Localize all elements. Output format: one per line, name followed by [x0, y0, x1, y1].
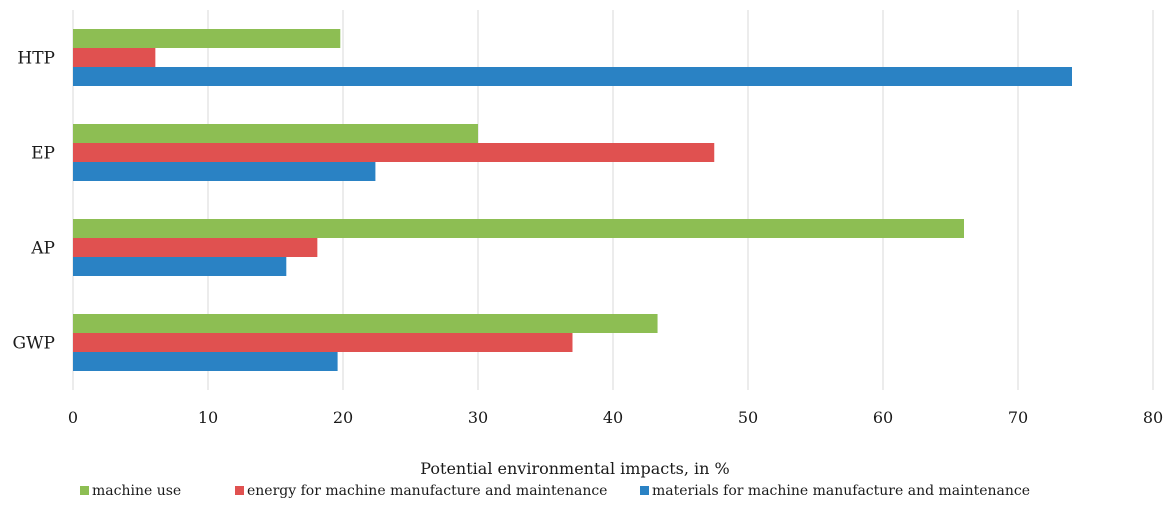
bar-gwp-series-2: [73, 333, 573, 352]
bar-ep-series-3: [73, 162, 376, 181]
legend-label: machine use: [92, 483, 181, 499]
bar-gwp-series-3: [73, 352, 338, 371]
x-tick-label: 0: [68, 408, 78, 427]
legend-swatch: [640, 486, 649, 495]
bar-htp-series-2: [73, 48, 156, 67]
legend-label: materials for machine manufacture and ma…: [652, 483, 1030, 499]
x-axis-title: Potential environmental impacts, in %: [420, 459, 729, 478]
bars: [73, 29, 1072, 371]
bar-htp-series-3: [73, 67, 1072, 86]
bar-gwp-series-1: [73, 314, 658, 333]
x-tick-label: 40: [603, 408, 623, 427]
x-tick-label: 70: [1008, 408, 1028, 427]
category-label: HTP: [17, 49, 55, 69]
bar-ep-series-2: [73, 143, 715, 162]
bar-htp-series-1: [73, 29, 341, 48]
legend: machine use energy for machine manufactur…: [80, 483, 1030, 499]
x-tick-label: 10: [198, 408, 218, 427]
bar-ap-series-3: [73, 257, 287, 276]
legend-swatch: [235, 486, 244, 495]
x-tick-label: 80: [1143, 408, 1163, 427]
bar-ap-series-1: [73, 219, 964, 238]
x-tick-label: 50: [738, 408, 758, 427]
category-label: EP: [31, 144, 55, 164]
category-label: AP: [30, 239, 55, 259]
x-tick-label: 20: [333, 408, 353, 427]
category-label: GWP: [13, 334, 56, 354]
legend-label: energy for machine manufacture and maint…: [247, 483, 607, 499]
legend-swatch: [80, 486, 89, 495]
x-tick-label: 30: [468, 408, 488, 427]
category-labels: HTP EP AP GWP: [13, 49, 56, 354]
bar-ap-series-2: [73, 238, 318, 257]
x-tick-label: 60: [873, 408, 893, 427]
x-tick-labels: 0 10 20 30 40 50 60 70 80: [68, 408, 1163, 427]
bar-ep-series-1: [73, 124, 478, 143]
